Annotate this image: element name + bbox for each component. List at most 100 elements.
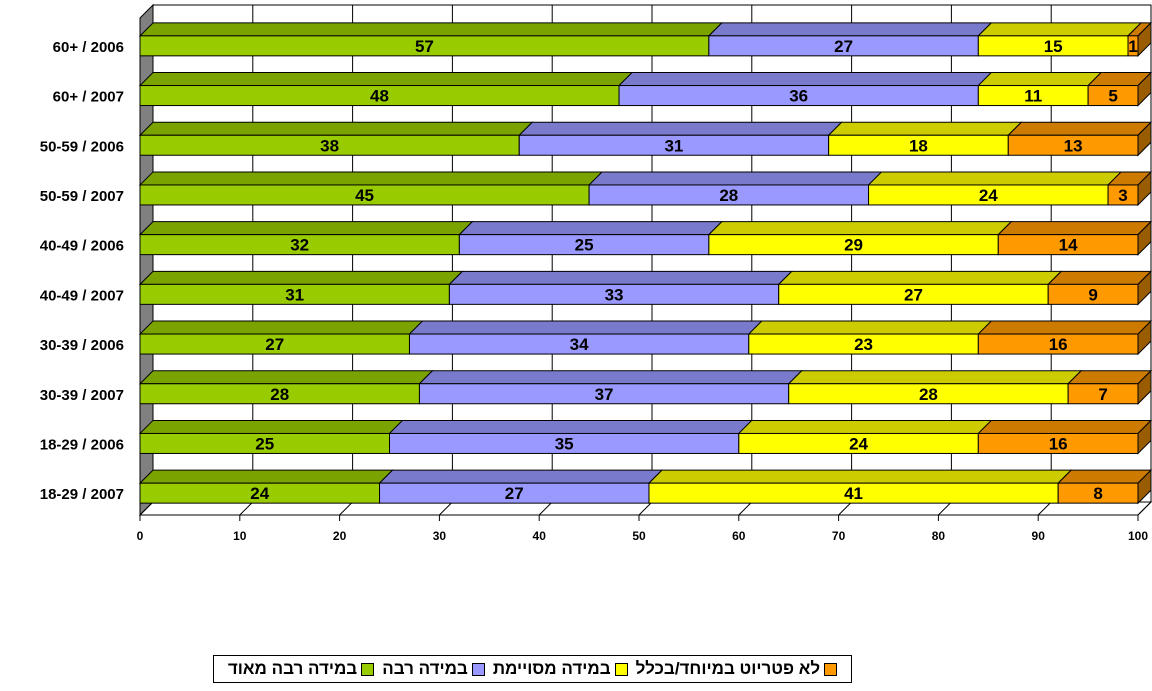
bar-top-face	[977, 72, 1103, 87]
x-tick-label: 10	[233, 529, 247, 543]
bar-value-label: 24	[849, 434, 868, 453]
bar-segment	[1007, 121, 1152, 157]
bar-segment	[418, 370, 803, 405]
bar-side-face	[1137, 121, 1152, 157]
bar-segment	[1106, 170, 1152, 207]
bar-side-face	[1137, 71, 1152, 107]
legend-label-somewhat: במידה מסויימת	[492, 659, 611, 678]
x-axis-ticks: 0 10 20 30 40 50 60 70 80 90 100	[137, 514, 1148, 543]
bar-segment	[138, 320, 424, 355]
bar-top-face	[707, 221, 1013, 236]
bar-segment	[518, 121, 843, 156]
bar-value-label: 31	[285, 285, 304, 304]
category-label: 50-59 / 2007	[40, 188, 124, 205]
bar-top-face	[747, 320, 993, 335]
bar-side-face	[1137, 319, 1152, 356]
legend: במידה רבה מאוד במידה רבה במידה מסויימת ל…	[213, 655, 852, 683]
bar-top-face	[138, 370, 434, 385]
bar-segment	[1086, 71, 1152, 107]
x-tick-label: 30	[433, 529, 447, 543]
bar-segment	[977, 319, 1152, 356]
bar-segment	[617, 72, 993, 107]
x-tick-label: 70	[832, 529, 846, 543]
bar-value-label: 14	[1059, 236, 1078, 255]
category-label: 30-39 / 2007	[40, 387, 124, 404]
bar-segment	[997, 220, 1152, 256]
bar-top-face	[138, 221, 474, 236]
bar-top-face	[617, 72, 993, 87]
bar-value-label: 28	[719, 186, 738, 205]
bar-top-face	[1066, 370, 1152, 385]
x-tick-label: 80	[932, 529, 946, 543]
bar-segment	[737, 419, 993, 454]
bar-value-label: 35	[555, 434, 574, 453]
x-tick-label: 20	[333, 529, 347, 543]
bar-value-label: 8	[1093, 484, 1102, 503]
bar-value-label: 11	[1024, 87, 1042, 106]
bar-value-label: 57	[415, 37, 434, 56]
x-tick-label: 90	[1032, 529, 1046, 543]
bar-top-face	[138, 121, 534, 136]
bar-top-face	[138, 22, 724, 37]
bar-top-face	[518, 121, 843, 136]
category-label: 18-29 / 2006	[40, 436, 124, 453]
bar-value-label: 29	[844, 236, 863, 255]
legend-swatch-very-much	[361, 662, 375, 676]
category-label: 50-59 / 2006	[40, 138, 124, 155]
bar-top-face	[737, 419, 993, 434]
bar-top-face	[138, 469, 394, 484]
legend-label-very-much: במידה רבה מאוד	[227, 659, 358, 678]
bars: 57 27 15 1 48 36 11 5 38 31 18 13 45 28 24 3 32 25 29 14 31 3…	[138, 21, 1152, 505]
bar-segment	[1046, 270, 1152, 306]
bar-value-label: 32	[290, 236, 309, 255]
bar-top-face	[977, 320, 1152, 335]
x-tick-label: 40	[533, 529, 547, 543]
bar-segment	[458, 221, 724, 256]
legend-label-much: במידה רבה	[382, 659, 468, 678]
category-label: 18-29 / 2007	[40, 486, 124, 503]
bar-segment	[747, 320, 993, 355]
legend-item-not-patriot: לא פטריוט במיוחד/בכלל	[636, 659, 838, 679]
bar-value-label: 28	[270, 385, 289, 404]
category-label: 40-49 / 2007	[40, 287, 124, 304]
bar-value-label: 13	[1064, 136, 1083, 155]
bar-value-label: 37	[595, 385, 614, 404]
bar-top-face	[1056, 469, 1152, 484]
bar-top-face	[827, 121, 1023, 136]
bar-side-face	[1137, 220, 1152, 256]
grid-floor-line	[239, 501, 254, 516]
bar-top-face	[138, 419, 404, 434]
bar-segment	[787, 370, 1083, 405]
bar-segment	[408, 320, 763, 355]
bar-side-face	[1137, 170, 1152, 207]
bar-segment	[647, 469, 1073, 504]
bar-top-face	[977, 22, 1143, 37]
legend-item-much: במידה רבה	[382, 659, 485, 679]
grid-floor-line	[1037, 501, 1052, 516]
bar-value-label: 48	[370, 87, 389, 106]
category-labels: 60+ / 2006 60+ / 2007 50-59 / 2006 50-59 / …	[40, 39, 124, 503]
bar-value-label: 27	[834, 37, 853, 56]
legend-swatch-somewhat	[614, 662, 628, 676]
bar-top-face	[1007, 121, 1152, 136]
bar-top-face	[138, 270, 464, 285]
bar-top-face	[587, 171, 883, 186]
bar-value-label: 25	[255, 434, 274, 453]
bar-side-face	[1137, 369, 1152, 405]
legend-item-very-much: במידה רבה מאוד	[227, 659, 375, 679]
bar-value-label: 27	[505, 484, 524, 503]
grid-floor-line	[139, 501, 154, 516]
bar-value-label: 1	[1128, 37, 1137, 56]
bar-value-label: 27	[265, 335, 284, 354]
bar-top-face	[707, 22, 993, 37]
bar-value-label: 24	[979, 186, 998, 205]
bar-value-label: 36	[789, 87, 808, 106]
bar-top-face	[977, 419, 1152, 434]
grid-floor-line	[439, 501, 453, 516]
category-label: 40-49 / 2006	[40, 238, 124, 255]
bar-value-label: 3	[1118, 186, 1127, 205]
x-tick-label: 0	[137, 529, 144, 543]
bar-value-label: 45	[355, 186, 374, 205]
bar-segment	[977, 72, 1103, 107]
bar-top-face	[138, 320, 424, 335]
